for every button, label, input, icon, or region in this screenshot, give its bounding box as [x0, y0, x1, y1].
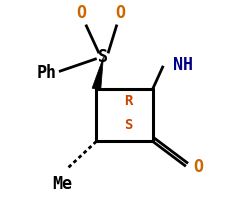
Text: S: S — [98, 48, 108, 66]
Text: O: O — [76, 4, 86, 22]
Text: Me: Me — [52, 176, 72, 193]
Text: O: O — [115, 4, 126, 22]
Text: R: R — [124, 94, 133, 108]
Text: Ph: Ph — [36, 64, 56, 82]
Text: S: S — [124, 118, 133, 132]
Text: O: O — [193, 158, 203, 176]
Polygon shape — [92, 57, 103, 90]
Text: NH: NH — [173, 56, 193, 74]
